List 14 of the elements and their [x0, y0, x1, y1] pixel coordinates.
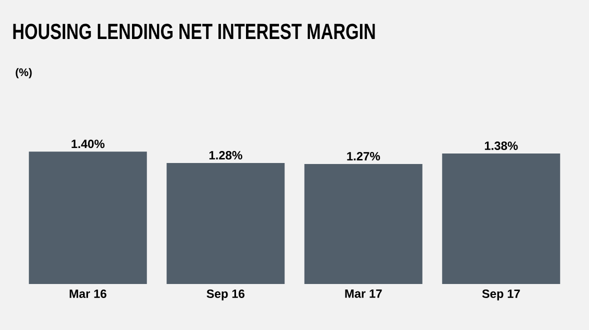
bar [442, 154, 560, 284]
x-tick-label: Mar 16 [70, 290, 106, 298]
chart-title: HOUSING LENDING NET INTEREST MARGIN [13, 24, 375, 40]
x-tick-label: Sep 16 [206, 290, 244, 300]
data-label: 1.27% [347, 152, 380, 160]
x-tick-label: Sep 17 [482, 290, 520, 300]
text: (%) [16, 68, 32, 78]
bar [28, 152, 147, 284]
bar [304, 164, 422, 284]
bar [166, 162, 285, 284]
data-label: 1.40% [72, 140, 105, 148]
x-tick-label: Mar 17 [345, 290, 382, 298]
data-label: 1.28% [209, 151, 242, 160]
data-label: 1.38% [484, 142, 518, 150]
